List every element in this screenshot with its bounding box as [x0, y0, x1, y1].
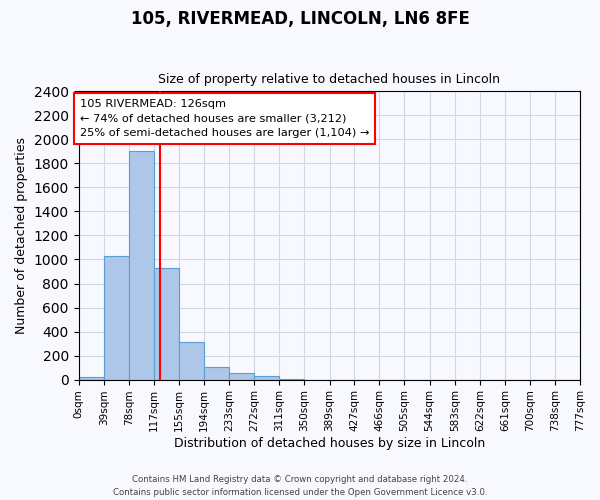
Y-axis label: Number of detached properties: Number of detached properties	[15, 137, 28, 334]
Text: 105 RIVERMEAD: 126sqm
← 74% of detached houses are smaller (3,212)
25% of semi-d: 105 RIVERMEAD: 126sqm ← 74% of detached …	[80, 98, 369, 138]
Bar	[279, 379, 304, 380]
X-axis label: Distribution of detached houses by size in Lincoln: Distribution of detached houses by size …	[173, 437, 485, 450]
Bar	[79, 377, 104, 380]
Bar	[179, 342, 204, 380]
Bar	[204, 367, 229, 380]
Bar	[154, 268, 179, 380]
Text: 105, RIVERMEAD, LINCOLN, LN6 8FE: 105, RIVERMEAD, LINCOLN, LN6 8FE	[131, 10, 469, 28]
Title: Size of property relative to detached houses in Lincoln: Size of property relative to detached ho…	[158, 73, 500, 86]
Bar	[254, 376, 279, 380]
Bar	[229, 373, 254, 380]
Text: Contains HM Land Registry data © Crown copyright and database right 2024.
Contai: Contains HM Land Registry data © Crown c…	[113, 476, 487, 497]
Bar	[129, 152, 154, 380]
Bar	[104, 256, 129, 380]
